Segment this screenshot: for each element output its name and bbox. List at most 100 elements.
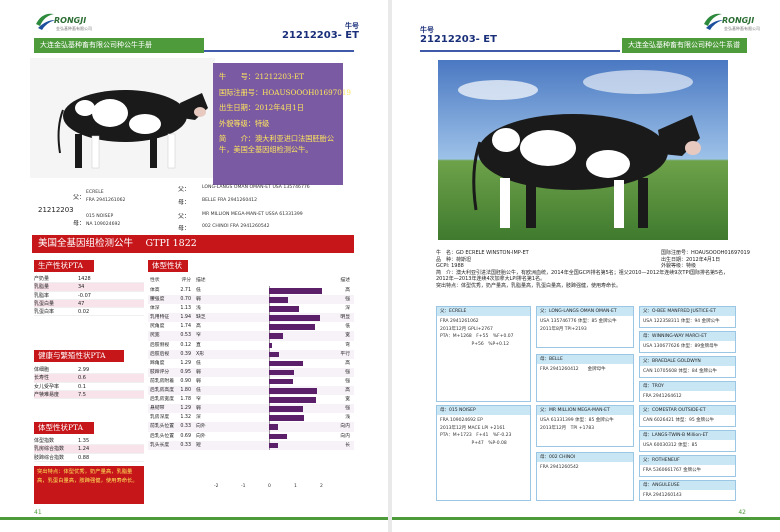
pedigree-box-title: 母：ANGULEUSE xyxy=(640,481,735,490)
pedigree-box-title: 父：ECRELE xyxy=(437,307,530,316)
trait-desc-low: 弱 xyxy=(196,378,201,384)
pedigree-ddd-box: 母：ANGULEUSE FRA 2941260143 xyxy=(639,480,736,501)
trait-bar xyxy=(216,295,322,305)
highlight-note: 突出特点：体型优秀，奶产量高，乳脂量高，乳蛋白量高，肢蹄强健，使用寿命长。 xyxy=(34,466,144,504)
left-header-title: 大连金弘基种畜有限公司种公牛手册 xyxy=(40,41,152,49)
score-bar xyxy=(269,378,293,385)
trait-score: 1.94 xyxy=(180,315,191,321)
header-divider xyxy=(204,50,354,52)
trait-score: 0.90 xyxy=(180,378,191,384)
trait-score: 1.80 xyxy=(180,388,191,394)
brand-name: RONGJI xyxy=(54,16,87,25)
info-line: 国际注册号：HOAUSOOOH01697019 xyxy=(219,87,351,97)
score-bar xyxy=(269,297,288,303)
bull-info-block: 国际注册号：HOAUSOOOH01697019 出生日期：2012年4月1日 外… xyxy=(436,250,750,290)
table-row: 体细胞 2.99 xyxy=(34,366,144,375)
conformation-row: 后肢侧视 0.12 直 弯 xyxy=(148,340,354,350)
pedigree-line: P+56 %P+0.12 xyxy=(440,341,509,347)
info-line: GCPI: 1988 xyxy=(436,263,464,270)
trait-name: 体高 xyxy=(150,288,160,293)
right-header-band: 大连金弘基种畜有限公司种公牛系谱 xyxy=(622,38,747,53)
pedigree-box-body: FRA 109024692 EP 2013年12月 MACE LPI +2161… xyxy=(437,415,530,449)
trait-desc-high: 浅 xyxy=(345,415,350,421)
pedigree-ds-box: 父：MR MILLION MEGA-MAN-ET USA 61331399 体型… xyxy=(536,405,634,447)
trait-desc-low: X形 xyxy=(196,351,205,357)
trait-score: 0.12 xyxy=(180,342,191,348)
pedigree-dam-id: NA 109024692 xyxy=(86,222,121,227)
trait-value: 0.6 xyxy=(78,375,86,382)
trait-score: 1.32 xyxy=(180,415,191,421)
trait-score: 1.74 xyxy=(180,324,191,330)
pedigree-sire-box: 父：ECRELE FRA 2941261062 2013年12月 GPLI+27… xyxy=(436,306,531,402)
conformation-row: 腰强度 0.70 弱 强 xyxy=(148,295,354,305)
brand-tagline: 金弘基种畜有限公司 xyxy=(56,26,92,31)
trait-name: 乳房深度 xyxy=(150,415,170,421)
brand-tagline: 金弘基种畜有限公司 xyxy=(724,26,760,31)
page-number-right: 42 xyxy=(738,509,746,516)
table-row: 肢蹄综合指数 0.88 xyxy=(34,454,144,462)
pedigree-box-body: CAN 6026421 体型：95 金牌公牛 xyxy=(643,418,715,423)
pedigree-line: PTA：M+1268 F+55 %F+0.07 xyxy=(440,334,514,339)
trait-value: 1428 xyxy=(78,276,91,282)
right-header-title: 大连金弘基种畜有限公司种公牛系谱 xyxy=(628,41,740,49)
trait-desc-low: 低 xyxy=(196,288,201,293)
info-line: 出生日期：2012年4月1日 xyxy=(661,256,721,263)
conformation-row: 悬韧带 1.29 弱 强 xyxy=(148,404,354,414)
info-line: 简 介：澳大利亚引进法国胚胎公牛，有欧洲血统，2014年全国GCPI排名第5名；… xyxy=(436,269,729,283)
info-right-col: 国际注册号：HOAUSOOOH01697019 出生日期：2012年4月1日 外… xyxy=(661,250,750,270)
table-row: 产奶量 1428 xyxy=(34,275,144,284)
score-bar xyxy=(269,324,316,330)
pedigree-box-body: FRA 2941261062 2013年12月 GPLI+2767 PTA：M+… xyxy=(437,316,530,350)
trait-score: 0.69 xyxy=(180,433,191,439)
trait-value: 2.99 xyxy=(78,367,90,373)
trait-desc-high: 强 xyxy=(345,406,350,412)
trait-score: 0.53 xyxy=(180,333,191,339)
score-bar xyxy=(269,406,304,412)
trait-score: 1.29 xyxy=(180,406,191,412)
pedigree-self: 21212203 xyxy=(38,206,74,214)
pedigree-box-title: 母：015 NOISEP xyxy=(437,406,530,415)
trait-bar xyxy=(216,304,322,314)
trait-value: 0.02 xyxy=(78,309,90,316)
trait-name: 体细胞 xyxy=(34,367,50,373)
trait-name: 女儿受孕率 xyxy=(34,383,60,390)
left-header-band: 大连金弘基种畜有限公司种公牛手册 xyxy=(34,38,204,53)
pedigree-box-title: 父：LONG-LANGS OMAN OMAN-ET xyxy=(537,307,633,316)
conformation-row: 后乳房宽度 1.78 窄 宽 xyxy=(148,395,354,405)
pedigree-line: PTA：M+1723 F+41 %F-0.23 xyxy=(440,433,512,438)
trait-name: 后肢后视 xyxy=(150,351,170,357)
trait-bar xyxy=(216,358,322,368)
conformation-row: 后乳头位置 0.69 向外 向内 xyxy=(148,431,354,441)
trait-desc-high: 深 xyxy=(345,306,350,312)
conformation-row: 乳房深度 1.32 深 浅 xyxy=(148,413,354,423)
table-row: 乳脂率 -0.07 xyxy=(34,292,144,300)
trait-name: 后乳房高度 xyxy=(150,388,174,394)
trait-desc-high: 强 xyxy=(345,297,350,303)
header-divider xyxy=(420,50,620,52)
trait-value: 34 xyxy=(78,284,85,291)
bull-number-value: 21212203- ET xyxy=(282,30,359,41)
trait-bar xyxy=(216,404,322,414)
conformation-row: 乳用特征 1.94 缺乏 明显 xyxy=(148,313,354,323)
conformation-row: 肢蹄评分 0.95 弱 强 xyxy=(148,367,354,377)
trait-name: 前乳头位置 xyxy=(150,424,174,430)
info-line: 国际注册号：HOAUSOOOH01697019 xyxy=(661,250,750,256)
conformation-row: 体深 1.13 浅 深 xyxy=(148,304,354,314)
trait-score: 0.39 xyxy=(180,351,191,357)
conformation-table: 性状 评分 描述 描述 体高 2.71 低高腰强度 0.70 弱强体深 1.13 浅深乳用特… xyxy=(148,276,354,450)
trait-name: 乳房综合指数 xyxy=(34,446,65,453)
trait-name: 长寿性 xyxy=(34,375,50,382)
axis-tick-label: 1 xyxy=(294,484,297,489)
trait-name: 后乳房宽度 xyxy=(150,397,174,403)
trait-bar xyxy=(216,422,322,432)
bull-number-label: 牛号 xyxy=(420,26,434,34)
table-row: 体型指数 1.35 xyxy=(34,437,144,446)
pedigree-dam-name: 015 NOISEP xyxy=(86,214,114,219)
pedigree-dd: 002 CHINOI FRA 2941260542 xyxy=(202,224,270,229)
trait-name: 体型指数 xyxy=(34,438,55,444)
trait-bar xyxy=(216,286,322,296)
trait-name: 体深 xyxy=(150,306,160,312)
pedigree-ss-box: 父：LONG-LANGS OMAN OMAN-ET USA 135746776 … xyxy=(536,306,634,348)
trait-bar xyxy=(216,331,322,341)
pedigree-box-title: 母：WINNING-WAY MARCI-ET xyxy=(640,332,735,341)
